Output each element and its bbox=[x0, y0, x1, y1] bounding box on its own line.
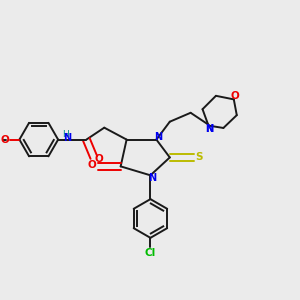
Text: H: H bbox=[62, 130, 69, 139]
Text: N: N bbox=[205, 124, 213, 134]
Text: Cl: Cl bbox=[145, 248, 156, 258]
Text: N: N bbox=[154, 132, 162, 142]
Text: N: N bbox=[64, 133, 72, 143]
Text: S: S bbox=[195, 152, 203, 162]
Text: O: O bbox=[231, 91, 240, 101]
Text: O: O bbox=[95, 154, 103, 164]
Text: N: N bbox=[148, 173, 156, 183]
Text: N: N bbox=[205, 124, 213, 134]
Text: O: O bbox=[1, 135, 10, 145]
Text: O: O bbox=[88, 160, 97, 170]
